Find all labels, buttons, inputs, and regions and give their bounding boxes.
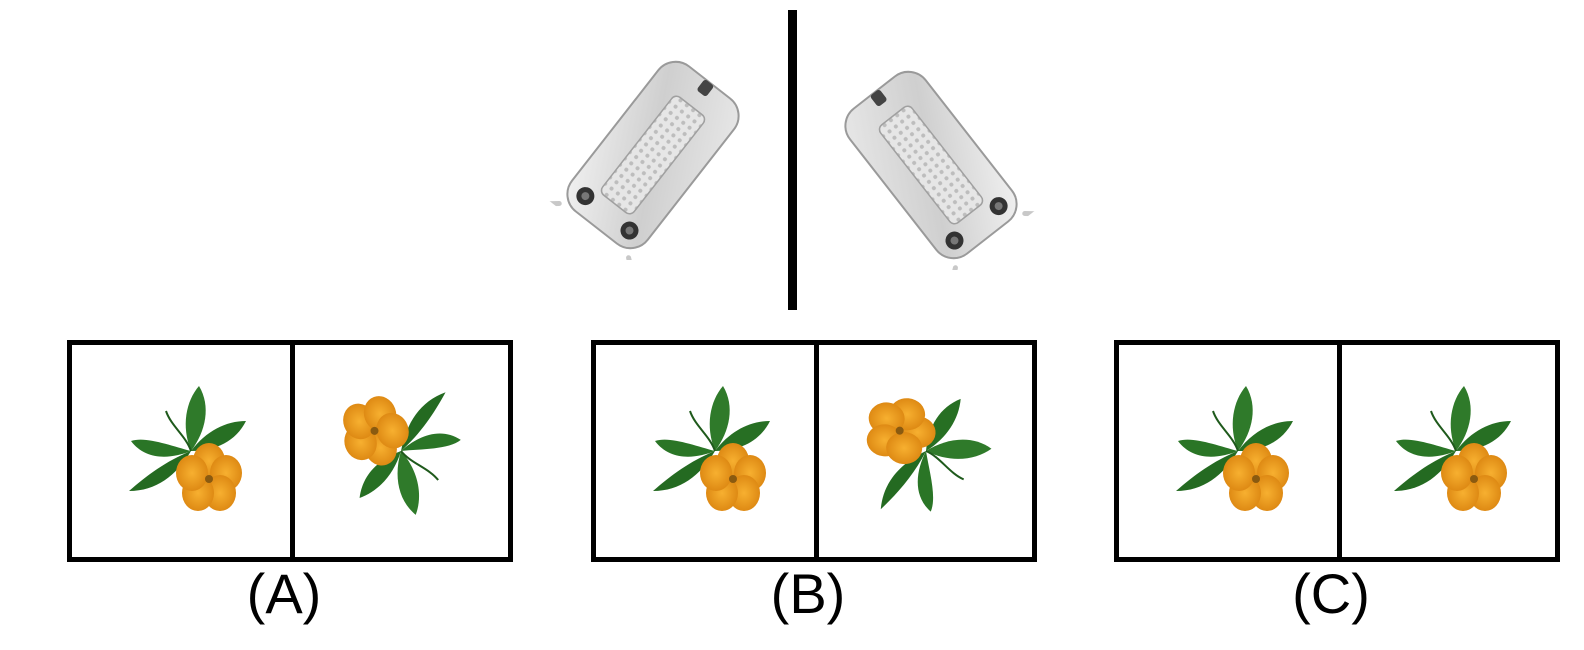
divider-line [788, 10, 797, 310]
option-a-label: (A) [246, 562, 322, 625]
toaster-right-image [826, 60, 1036, 270]
option-b-divider [814, 345, 819, 557]
option-c-divider [1337, 345, 1342, 557]
toaster-left-image [548, 50, 758, 260]
option-b-right-flower [859, 389, 997, 520]
option-c-right-flower [1393, 385, 1512, 512]
option-c-label: (C) [1292, 562, 1370, 625]
option-a-frame[interactable] [67, 340, 513, 562]
option-b-frame[interactable] [591, 340, 1037, 562]
option-a-divider [290, 345, 295, 557]
option-b-label: (B) [770, 562, 846, 625]
option-c-frame[interactable] [1114, 340, 1560, 562]
option-c-left-flower [1175, 385, 1294, 512]
option-b-left-flower [652, 385, 771, 512]
option-a-left-flower [128, 385, 247, 512]
option-a-right-flower [327, 372, 483, 532]
